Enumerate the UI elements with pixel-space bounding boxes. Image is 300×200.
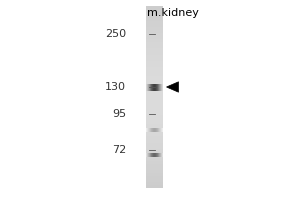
Bar (146, 73, 163, 76)
Bar (146, 127, 163, 130)
Bar (146, 170, 163, 173)
Bar (146, 185, 163, 188)
Text: 95: 95 (112, 109, 126, 119)
Bar (146, 36, 163, 39)
Bar (146, 18, 163, 21)
Bar (146, 21, 163, 24)
Bar (146, 145, 163, 149)
Bar (146, 151, 163, 155)
Bar (146, 176, 163, 179)
Bar (146, 82, 163, 85)
Bar (146, 63, 163, 67)
Bar (146, 182, 163, 185)
Bar (146, 33, 163, 36)
Bar (146, 94, 163, 97)
Bar (146, 109, 163, 112)
Bar (146, 39, 163, 42)
Bar (146, 157, 163, 161)
Bar (146, 15, 163, 18)
Bar (146, 85, 163, 88)
Bar (146, 54, 163, 58)
Bar (146, 66, 163, 70)
Bar (146, 24, 163, 27)
Bar (146, 115, 163, 118)
Bar (146, 130, 163, 133)
Polygon shape (167, 82, 178, 92)
Bar (146, 88, 163, 91)
Text: m.kidney: m.kidney (147, 8, 198, 18)
Bar (146, 30, 163, 33)
Text: 72: 72 (112, 145, 126, 155)
Bar (146, 6, 163, 9)
Bar (146, 79, 163, 82)
Bar (146, 76, 163, 79)
Bar (146, 118, 163, 121)
Bar (146, 9, 163, 12)
Bar (146, 45, 163, 48)
Bar (146, 6, 163, 188)
Bar (146, 60, 163, 64)
Bar (146, 48, 163, 51)
Text: 130: 130 (105, 82, 126, 92)
Bar (146, 136, 163, 139)
Bar (146, 112, 163, 115)
Bar (146, 139, 163, 142)
Bar (146, 51, 163, 55)
Bar (146, 42, 163, 45)
Bar (146, 103, 163, 106)
Bar (146, 100, 163, 103)
Bar (146, 164, 163, 167)
Bar (146, 97, 163, 100)
Text: 250: 250 (105, 29, 126, 39)
Bar (146, 12, 163, 15)
Bar (146, 160, 163, 164)
Bar (146, 70, 163, 73)
Bar (146, 57, 163, 61)
Bar (146, 91, 163, 94)
Bar (146, 124, 163, 127)
Bar (146, 142, 163, 146)
Bar (146, 133, 163, 136)
Bar (146, 167, 163, 170)
Bar (146, 154, 163, 158)
Bar (146, 173, 163, 176)
Bar (146, 106, 163, 109)
Bar (146, 121, 163, 124)
Bar (146, 179, 163, 182)
Bar (146, 148, 163, 152)
Bar (146, 27, 163, 30)
